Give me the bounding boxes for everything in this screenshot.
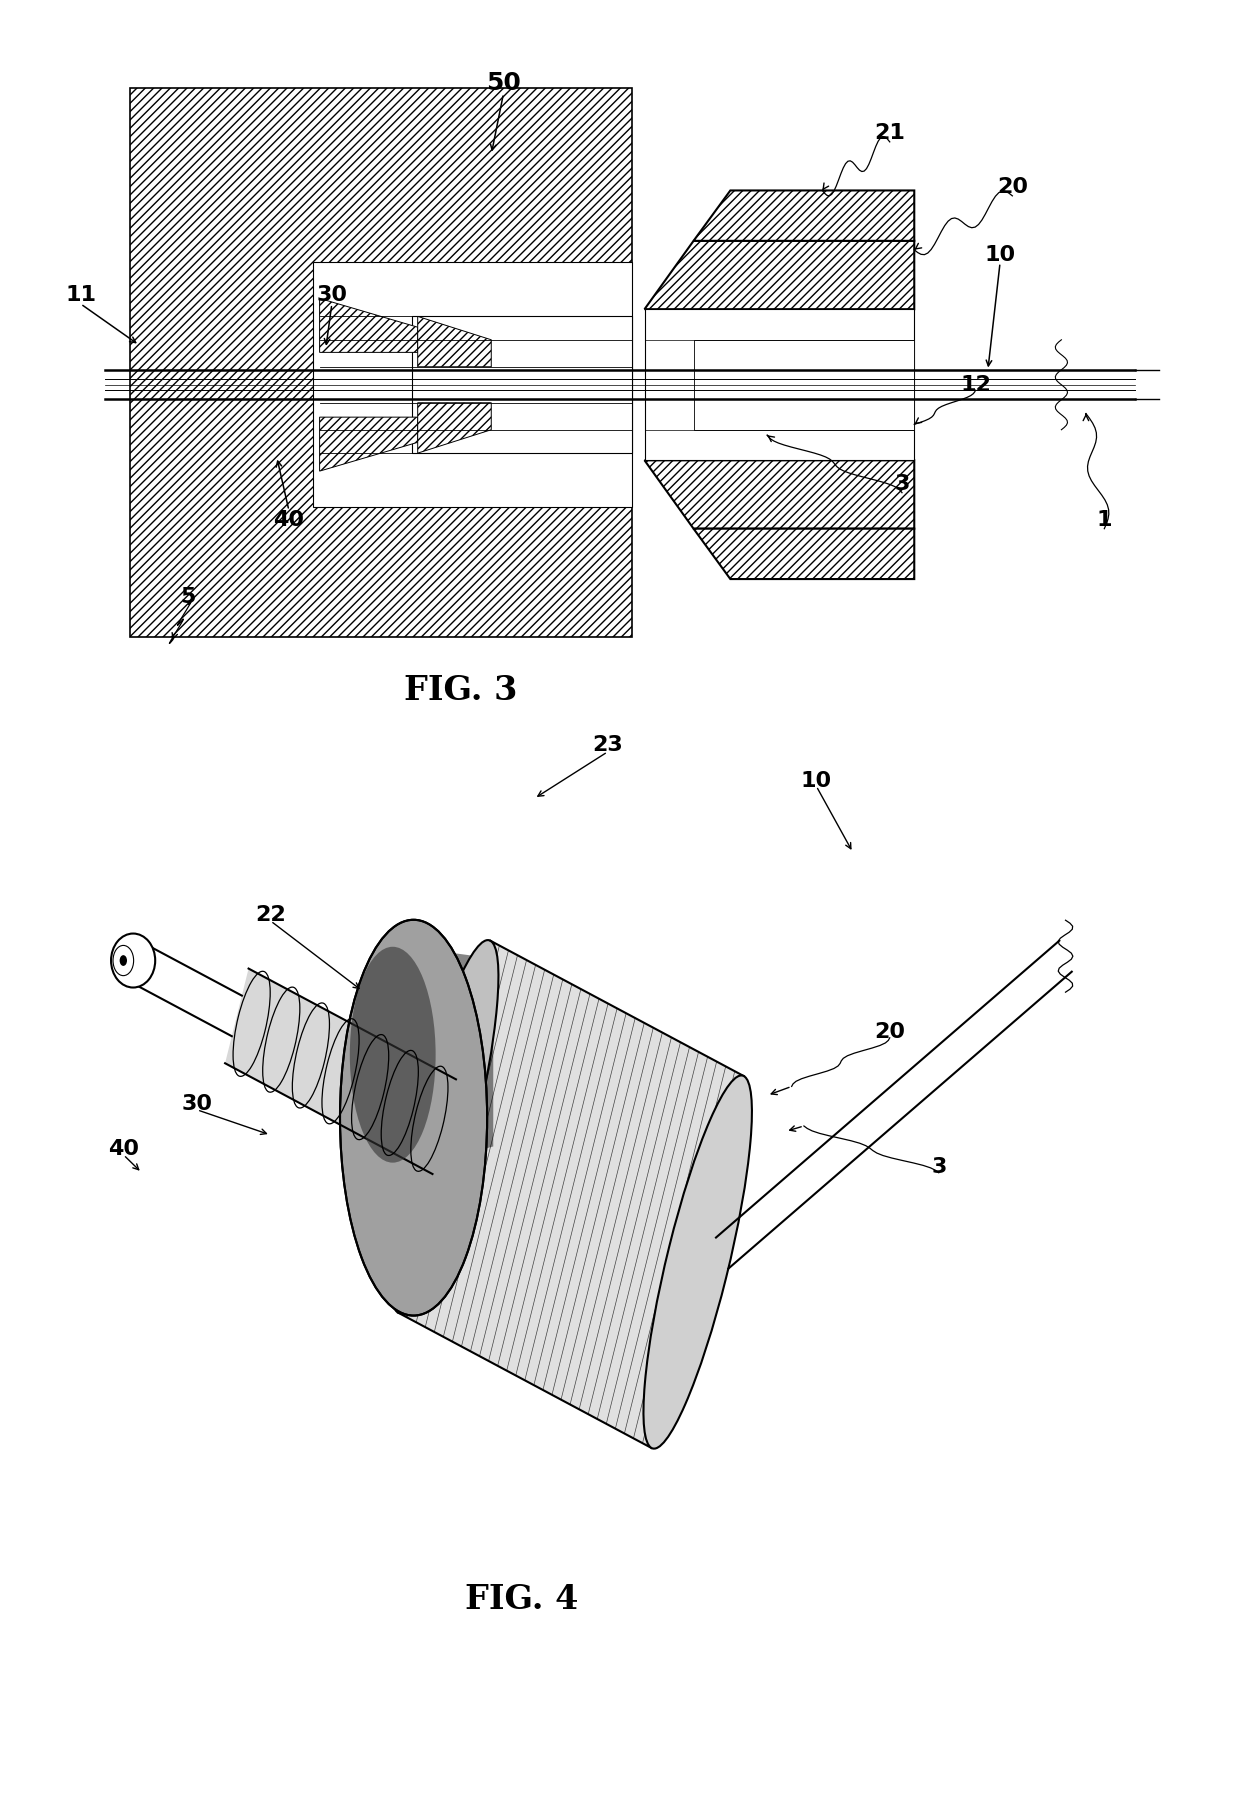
Text: 3: 3: [931, 1157, 946, 1177]
Text: 23: 23: [593, 734, 624, 754]
Polygon shape: [320, 417, 418, 471]
Bar: [412, 317, 632, 453]
Text: FIG. 4: FIG. 4: [465, 1583, 579, 1615]
Polygon shape: [645, 241, 914, 310]
Circle shape: [119, 955, 126, 966]
Polygon shape: [418, 402, 491, 453]
Ellipse shape: [340, 919, 487, 1316]
Bar: [314, 263, 632, 508]
Polygon shape: [226, 968, 456, 1175]
Text: 20: 20: [997, 178, 1028, 198]
Text: 11: 11: [64, 285, 95, 305]
Polygon shape: [418, 317, 491, 366]
Ellipse shape: [112, 934, 155, 988]
Text: 20: 20: [874, 1023, 905, 1042]
Text: 40: 40: [274, 509, 305, 529]
Bar: [693, 339, 914, 430]
Bar: [645, 310, 914, 461]
Ellipse shape: [391, 941, 498, 1313]
Polygon shape: [693, 529, 914, 578]
Text: 5: 5: [181, 587, 196, 607]
Text: 30: 30: [316, 285, 347, 305]
Ellipse shape: [644, 1075, 751, 1449]
Text: 22: 22: [255, 905, 286, 925]
Text: 1: 1: [1096, 509, 1112, 529]
Ellipse shape: [350, 946, 435, 1162]
Text: 10: 10: [801, 771, 832, 790]
Text: 21: 21: [874, 123, 905, 143]
Text: 30: 30: [181, 1095, 212, 1115]
Text: 10: 10: [985, 245, 1016, 265]
Polygon shape: [419, 948, 494, 1166]
Text: FIG. 3: FIG. 3: [404, 674, 517, 707]
Polygon shape: [398, 941, 744, 1449]
Text: 12: 12: [960, 375, 991, 395]
Text: 3: 3: [894, 473, 910, 493]
Polygon shape: [129, 87, 632, 636]
Circle shape: [113, 945, 134, 975]
Polygon shape: [645, 461, 914, 529]
Polygon shape: [693, 190, 914, 241]
Text: 50: 50: [486, 71, 521, 94]
Polygon shape: [320, 299, 418, 352]
Text: 40: 40: [108, 1139, 139, 1159]
